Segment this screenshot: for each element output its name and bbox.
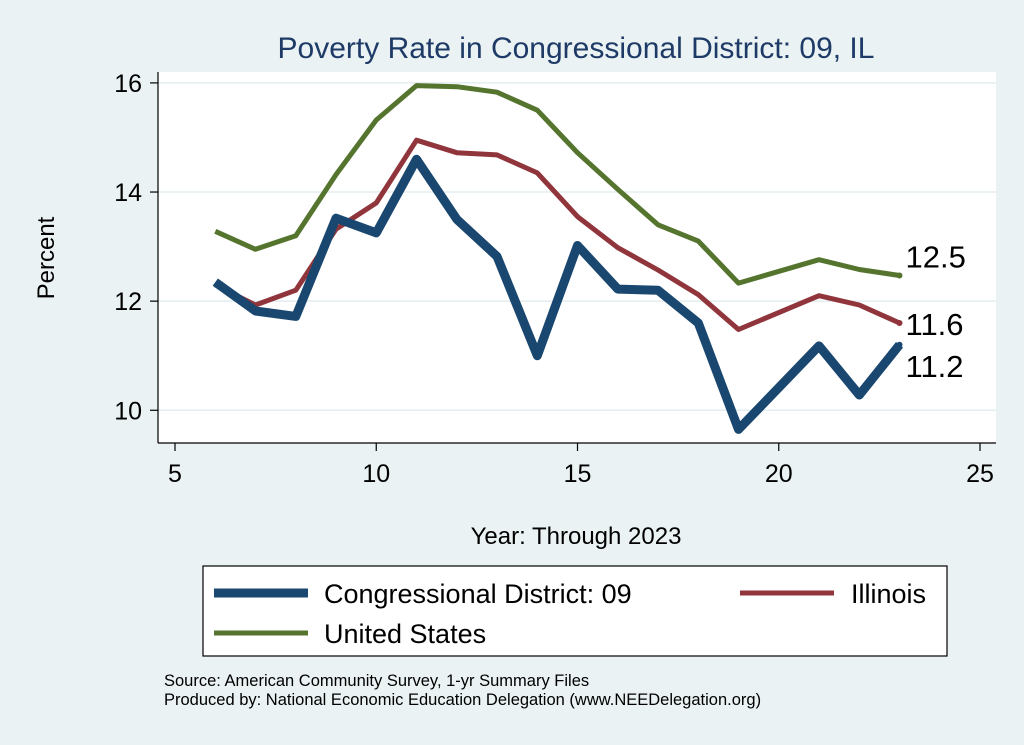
source-note: Source: American Community Survey, 1-yr … xyxy=(164,672,761,710)
y-axis-title: Percent xyxy=(33,216,60,299)
x-tick-label-25: 25 xyxy=(966,460,994,488)
chart-title: Poverty Rate in Congressional District: … xyxy=(278,32,875,65)
legend-box xyxy=(202,565,948,657)
x-axis-title: Year: Through 2023 xyxy=(471,523,682,550)
series-endpoint-illinois xyxy=(896,319,903,326)
end-label-illinois: 11.6 xyxy=(906,307,964,342)
series-line-united-states xyxy=(214,83,900,286)
series-endpoint-congressional-district-09 xyxy=(896,341,903,348)
series-endpoint-united-states xyxy=(896,272,903,279)
x-tick-label-20: 20 xyxy=(765,460,793,488)
legend-label-illinois: Illinois xyxy=(851,579,926,609)
y-tick-label-12: 12 xyxy=(114,288,142,316)
source-line: Source: American Community Survey, 1-yr … xyxy=(164,672,590,690)
produced-by-line: Produced by: National Economic Education… xyxy=(164,691,762,709)
legend-label-district: Congressional District: 09 xyxy=(324,579,632,609)
x-tick-label-15: 15 xyxy=(564,460,592,488)
y-tick-label-14: 14 xyxy=(114,179,142,207)
x-tick-label-10: 10 xyxy=(362,460,390,488)
legend: Congressional District: 09 Illinois Unit… xyxy=(202,565,948,657)
legend-label-united-states: United States xyxy=(324,619,486,649)
end-label-layer: 11.2 11.6 12.5 xyxy=(906,240,966,384)
y-tick-label-10: 10 xyxy=(114,397,142,425)
x-tick-label-5: 5 xyxy=(168,460,182,488)
end-label-united-states: 12.5 xyxy=(906,240,966,275)
y-tick-label-16: 16 xyxy=(114,70,142,98)
series-line-congressional-district-09 xyxy=(212,154,904,434)
end-label-congressional-district-09: 11.2 xyxy=(906,349,964,384)
series-layer xyxy=(212,83,904,434)
tick-layer: 10 12 14 16 5 10 15 20 25 xyxy=(114,70,994,488)
